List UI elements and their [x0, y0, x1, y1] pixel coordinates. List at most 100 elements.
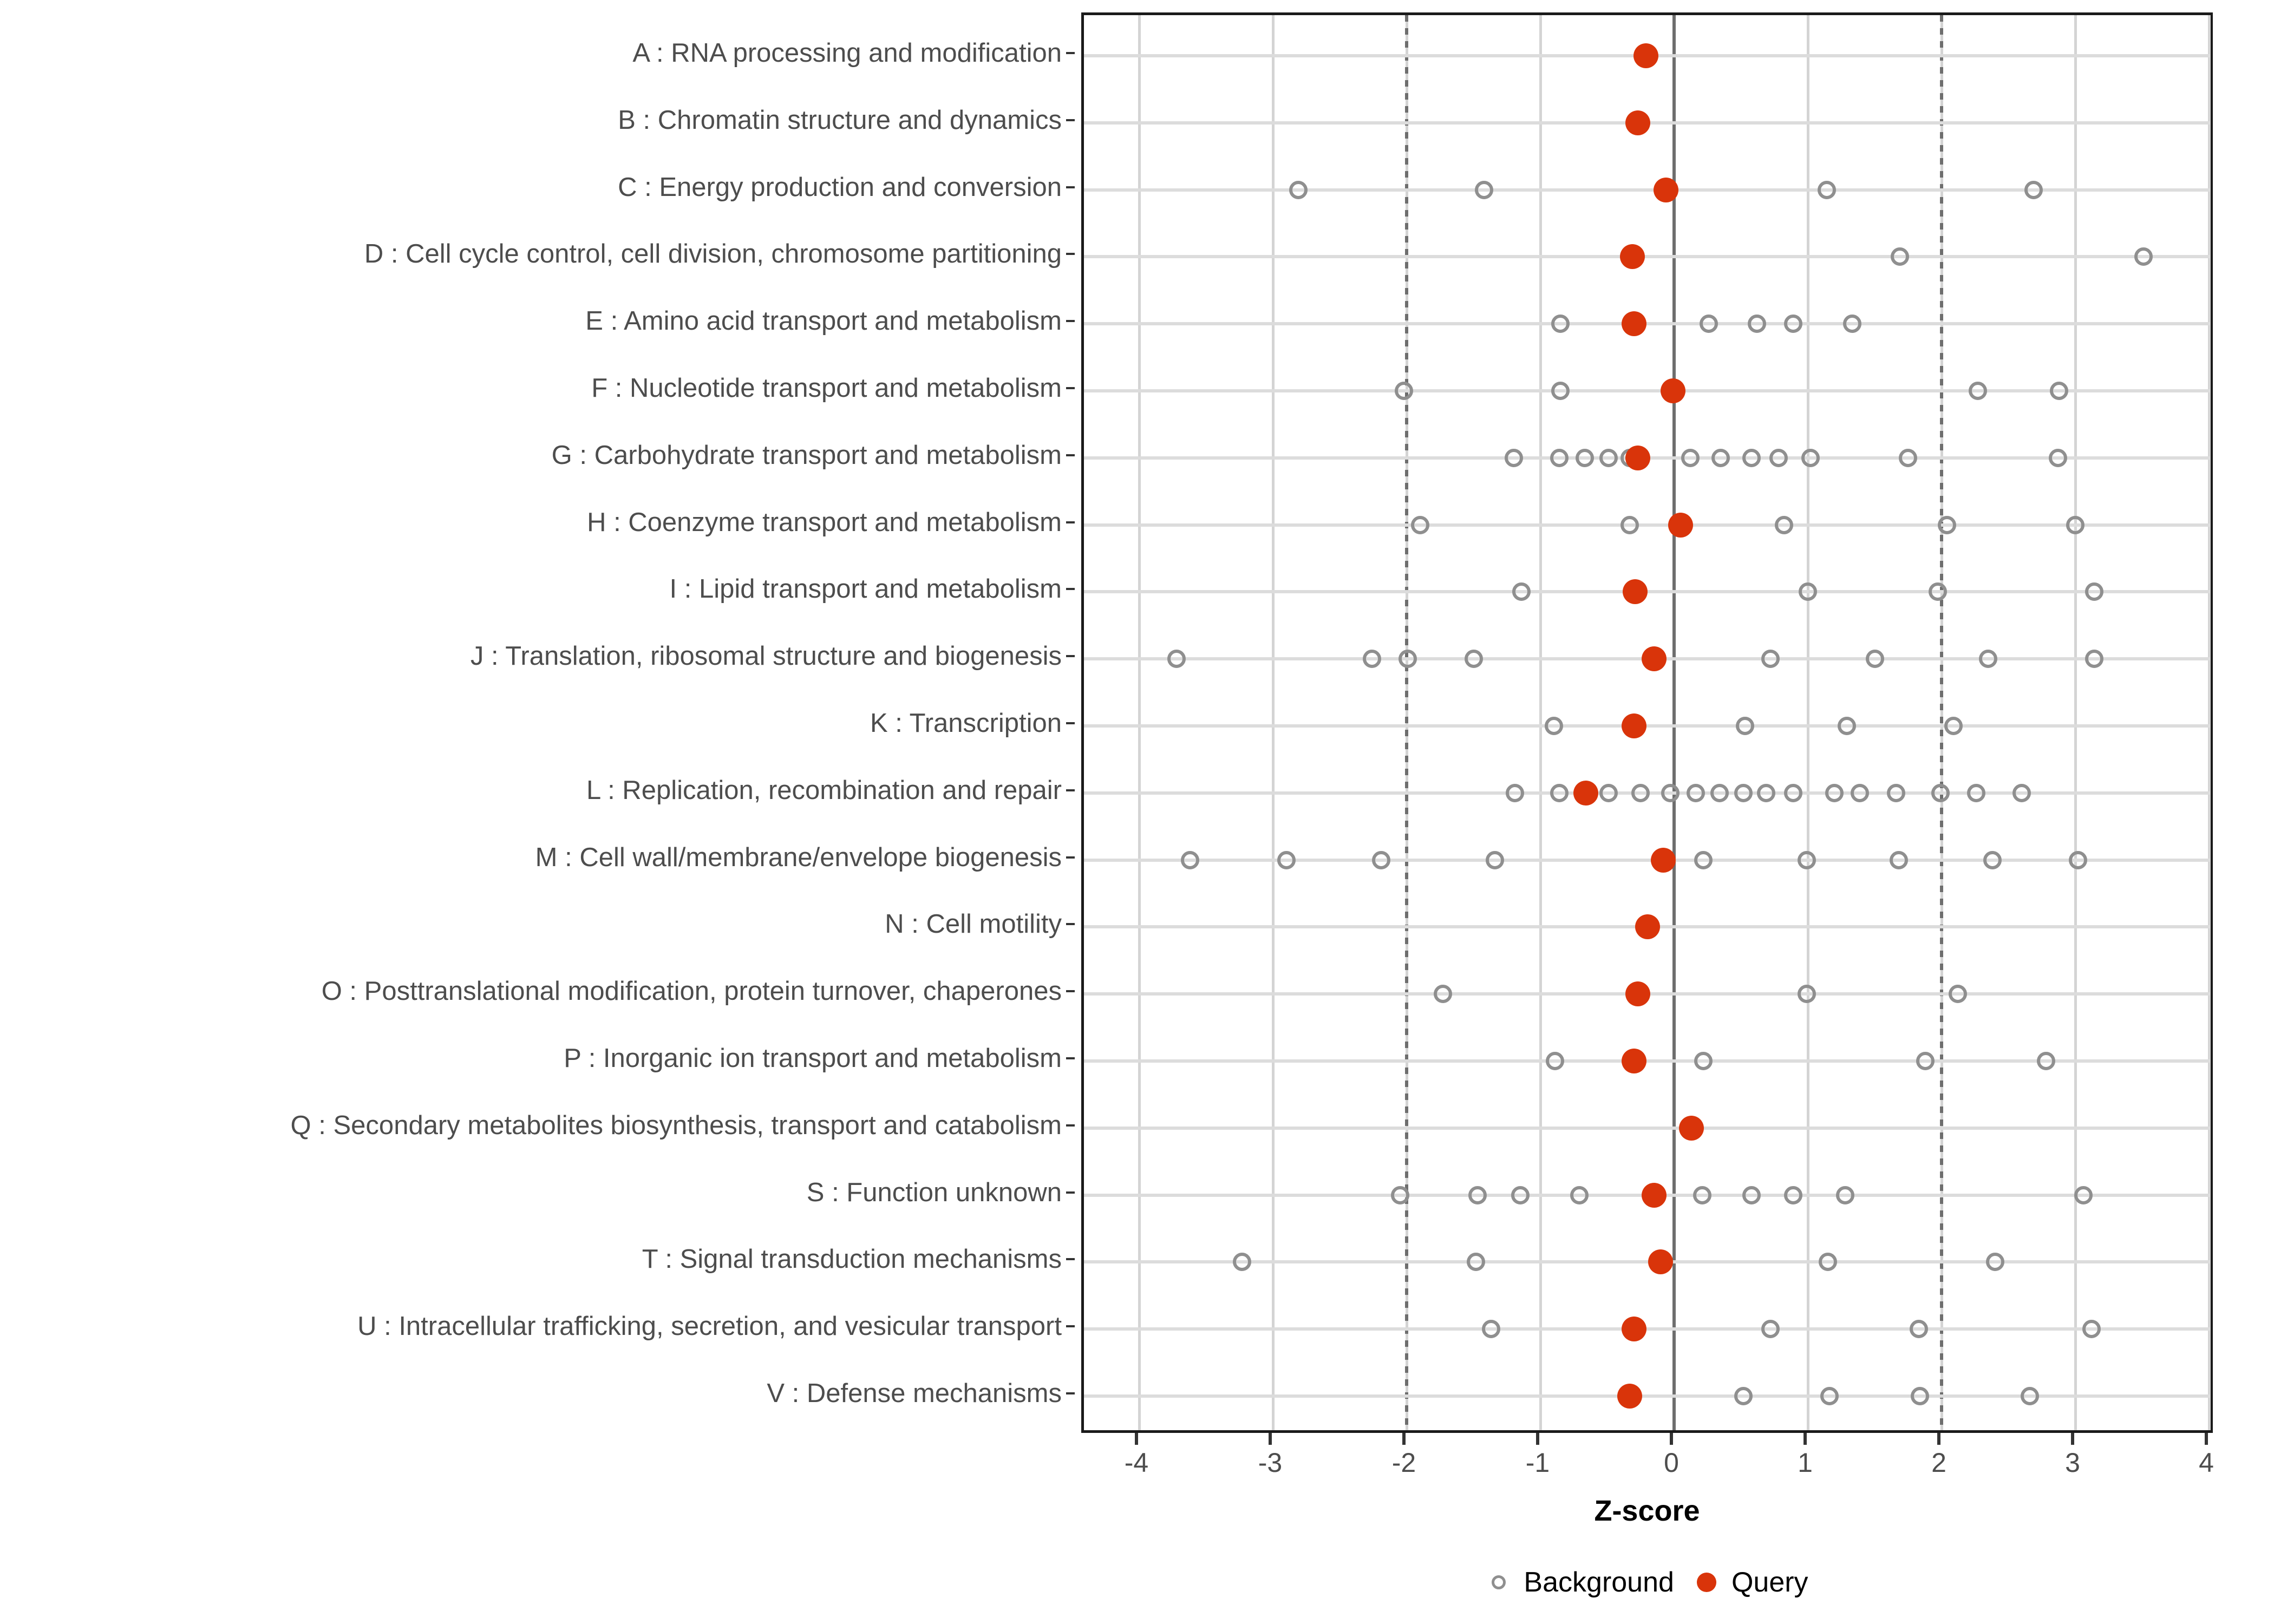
reference-line-2 [1940, 15, 1943, 1430]
query-point [1621, 1049, 1646, 1073]
background-point [1693, 1186, 1711, 1204]
y-gridline [1084, 1394, 2210, 1398]
x-tick-label: 2 [1931, 1448, 1946, 1478]
category-label: O : Posttranslational modification, prot… [321, 977, 1062, 1006]
background-point [1511, 1186, 1530, 1204]
x-tick [1803, 1433, 1807, 1445]
query-point [1654, 177, 1679, 202]
y-tick [1066, 454, 1075, 456]
background-point [1825, 783, 1844, 802]
x-gridline [1539, 15, 1542, 1430]
category-axis: A : RNA processing and modification B : C… [0, 0, 1075, 1440]
background-point [2084, 582, 2103, 601]
background-point [1550, 783, 1569, 802]
background-point [1842, 315, 1861, 333]
query-point [1621, 713, 1646, 738]
background-point [1180, 850, 1199, 869]
category-label: Q : Secondary metabolites biosynthesis, … [290, 1110, 1062, 1140]
y-tick [1066, 1392, 1075, 1394]
y-tick [1066, 722, 1075, 724]
background-point [1289, 180, 1308, 199]
chart-legend: Background Query [1081, 1553, 2213, 1612]
y-gridline [1084, 255, 2210, 259]
category-label: C : Energy production and conversion [618, 172, 1062, 202]
background-point [2082, 1320, 2101, 1339]
y-tick [1066, 856, 1075, 859]
background-point [1928, 582, 1947, 601]
legend-item-background[interactable]: Background [1486, 1566, 1674, 1599]
background-point [1734, 1387, 1753, 1405]
background-point [1620, 515, 1639, 534]
background-point [1769, 448, 1788, 467]
category-label: G : Carbohydrate transport and metabolis… [551, 440, 1062, 470]
background-point [1681, 448, 1700, 467]
background-point [1931, 783, 1950, 802]
background-point [1631, 783, 1650, 802]
category-label: K : Transcription [870, 709, 1062, 738]
query-point [1641, 1182, 1667, 1208]
background-point [1944, 717, 1963, 735]
category-label: M : Cell wall/membrane/envelope biogenes… [535, 842, 1062, 872]
background-point [1757, 783, 1776, 802]
x-tick [1269, 1433, 1272, 1445]
background-point [1550, 448, 1569, 467]
category-label: U : Intracellular trafficking, secretion… [357, 1312, 1062, 1341]
background-point [1395, 382, 1414, 400]
background-point [1599, 783, 1618, 802]
y-tick [1066, 1325, 1075, 1328]
background-point [1742, 448, 1761, 467]
background-point [1410, 515, 1429, 534]
background-point [1967, 783, 1986, 802]
plot-panel [1081, 12, 2213, 1433]
y-tick [1066, 588, 1075, 591]
query-point [1621, 1317, 1646, 1342]
background-point [1891, 247, 1910, 266]
x-tick [1402, 1433, 1406, 1445]
category-label: E : Amino acid transport and metabolism [585, 306, 1062, 336]
category-label: A : RNA processing and modification [632, 38, 1062, 68]
y-gridline [1084, 1059, 2210, 1063]
query-point [1625, 445, 1651, 470]
y-tick [1066, 1057, 1075, 1059]
background-point [1362, 650, 1381, 669]
background-point [2084, 650, 2103, 669]
background-point [2021, 1387, 2040, 1405]
background-point [1700, 315, 1718, 333]
background-point [1504, 448, 1523, 467]
query-point [1633, 43, 1659, 68]
y-tick [1066, 1258, 1075, 1261]
y-tick [1066, 186, 1075, 188]
background-point [1761, 650, 1780, 669]
background-point [1983, 850, 2002, 869]
background-point [1464, 650, 1483, 669]
y-gridline [1084, 858, 2210, 862]
background-point [1694, 850, 1713, 869]
x-tick-label: -1 [1525, 1448, 1550, 1478]
query-point [1635, 914, 1660, 940]
background-point [1372, 850, 1391, 869]
background-point [2048, 448, 2067, 467]
background-point [1910, 1320, 1928, 1339]
background-point [1475, 180, 1494, 199]
y-tick [1066, 52, 1075, 54]
y-tick [1066, 387, 1075, 389]
background-point [1551, 315, 1570, 333]
background-point [1167, 650, 1186, 669]
legend-label-background: Background [1524, 1567, 1674, 1598]
background-point [2036, 1052, 2055, 1070]
legend-item-query[interactable]: Query [1694, 1566, 1808, 1599]
y-gridline [1084, 322, 2210, 326]
reference-line--2 [1405, 15, 1408, 1430]
x-tick [1135, 1433, 1138, 1445]
background-point [1486, 850, 1505, 869]
category-label: S : Function unknown [806, 1177, 1062, 1207]
x-tick-label: -3 [1258, 1448, 1283, 1478]
y-gridline [1084, 724, 2210, 728]
background-point [1390, 1186, 1409, 1204]
background-point [1710, 783, 1729, 802]
background-point [2012, 783, 2031, 802]
query-point [1660, 378, 1685, 403]
background-point [1570, 1186, 1589, 1204]
category-label: J : Translation, ribosomal structure and… [470, 641, 1062, 671]
